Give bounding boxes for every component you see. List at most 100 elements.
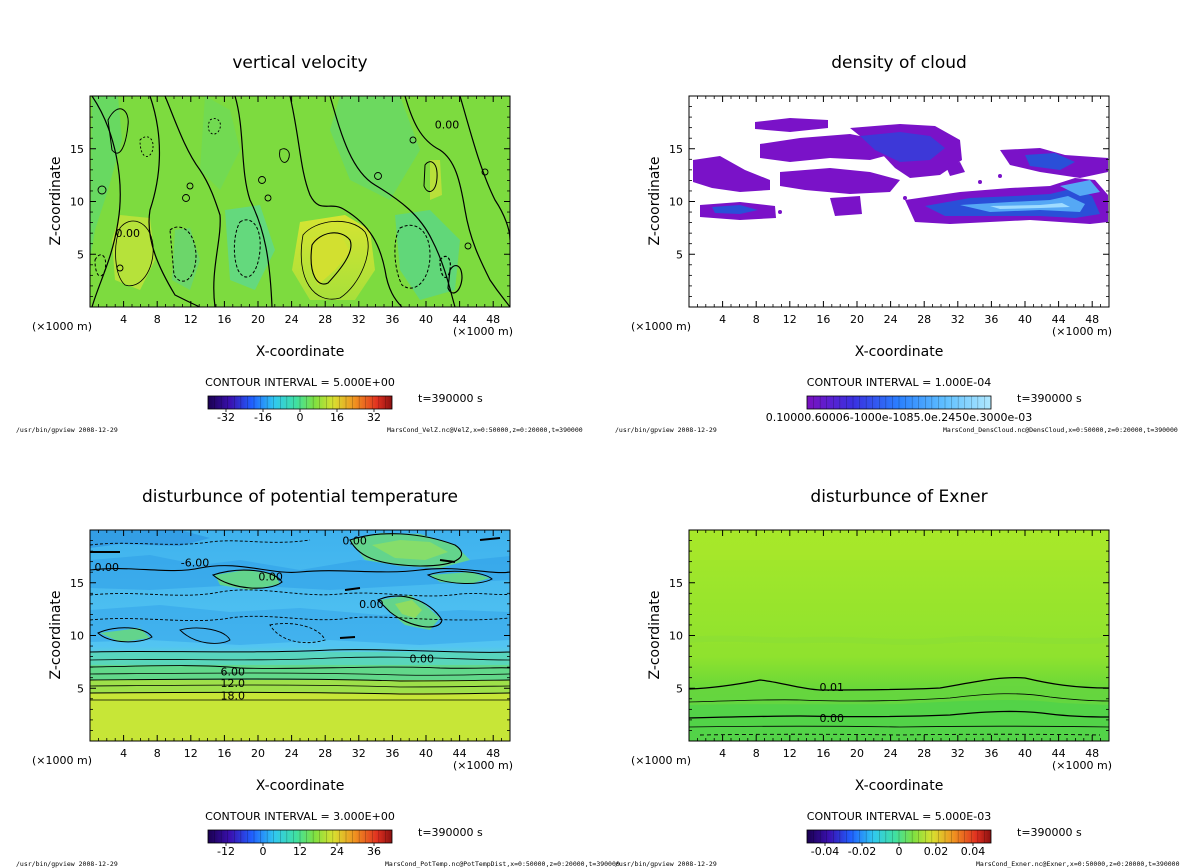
x-axis-label: X-coordinate xyxy=(256,344,345,360)
y-tick-label: 5 xyxy=(77,682,84,695)
colorbar-tick-label: 0.02 xyxy=(924,845,949,858)
contour-label: -6.00 xyxy=(181,557,209,570)
footer-right: MarsCond_DensCloud.nc@DensCloud,x=0:5000… xyxy=(943,426,1178,434)
y-tick-label: 10 xyxy=(669,196,683,209)
colorbar-tick-labels: -0.04 -0.02 0 0.02 0.04 xyxy=(811,845,985,858)
x-tick-label: 28 xyxy=(318,747,332,760)
x-tick-label: 4 xyxy=(719,747,726,760)
x-unit-left: (×1000 m) xyxy=(32,754,92,767)
x-tick-label: 16 xyxy=(217,313,231,326)
x-tick-label: 12 xyxy=(184,747,198,760)
colorbar-tick-label: 0 xyxy=(260,845,267,858)
x-axis-label: X-coordinate xyxy=(855,778,944,794)
contour-label: 0.00 xyxy=(820,712,845,725)
contour-label: 0.00 xyxy=(435,118,460,131)
tick-marks xyxy=(689,96,1110,307)
colorbar-stripes xyxy=(214,830,386,846)
x-tick-label: 8 xyxy=(154,747,161,760)
chart-title: density of cloud xyxy=(831,53,967,73)
x-axis-label: X-coordinate xyxy=(256,778,345,794)
y-tick-label: 5 xyxy=(676,682,683,695)
x-tick-label: 48 xyxy=(1085,313,1099,326)
y-axis-label: Z-coordinate xyxy=(48,156,64,245)
footer-left: /usr/bin/gpview 2008-12-29 xyxy=(16,860,118,868)
colorbar-tick-label: 32 xyxy=(367,411,381,424)
y-tick-label: 15 xyxy=(70,143,84,156)
panel-vertical-velocity: vertical velocity xyxy=(16,53,583,434)
colorbar-tick-label: 0 xyxy=(297,411,304,424)
x-tick-label: 48 xyxy=(486,747,500,760)
contour-label: 6.00 xyxy=(221,665,246,678)
x-tick-label: 24 xyxy=(884,747,898,760)
x-tick-label: 12 xyxy=(783,313,797,326)
x-tick-label: 8 xyxy=(753,313,760,326)
footer-left: /usr/bin/gpview 2008-12-29 xyxy=(16,426,118,434)
y-tick-label: 15 xyxy=(669,143,683,156)
x-tick-label: 20 xyxy=(251,313,265,326)
x-tick-label: 8 xyxy=(154,313,161,326)
x-unit-right: (×1000 m) xyxy=(1052,325,1112,338)
x-tick-label: 8 xyxy=(753,747,760,760)
colorbar-tick-label: -0.02 xyxy=(848,845,876,858)
x-tick-label: 32 xyxy=(352,747,366,760)
colorbar-tick-label: 36 xyxy=(367,845,381,858)
colorbar-tick-label: 16 xyxy=(330,411,344,424)
tick-marks xyxy=(90,96,511,307)
footer-left: /usr/bin/gpview 2008-12-29 xyxy=(615,860,717,868)
y-tick-label: 15 xyxy=(669,577,683,590)
time-stamp: t=390000 s xyxy=(1017,826,1082,839)
footer-left: /usr/bin/gpview 2008-12-29 xyxy=(615,426,717,434)
contour-label: 0.01 xyxy=(820,681,845,694)
x-tick-label: 24 xyxy=(285,747,299,760)
colorbar-tick-label: 0.04 xyxy=(961,845,986,858)
x-tick-label: 44 xyxy=(453,747,467,760)
x-tick-label: 16 xyxy=(217,747,231,760)
x-tick-label: 44 xyxy=(1052,313,1066,326)
contour-label: 18.0 xyxy=(221,690,246,703)
contour-interval: CONTOUR INTERVAL = 5.000E+00 xyxy=(205,376,395,389)
contour-label: 0.00 xyxy=(410,653,435,666)
time-stamp: t=390000 s xyxy=(418,392,483,405)
colorbar-stripes xyxy=(813,396,985,409)
y-axis-label: Z-coordinate xyxy=(48,590,64,679)
y-tick-label: 10 xyxy=(70,630,84,643)
colorbar-tick-label: -12 xyxy=(217,845,235,858)
contour-interval: CONTOUR INTERVAL = 5.000E-03 xyxy=(807,810,991,823)
y-axis-label: Z-coordinate xyxy=(647,156,663,245)
x-unit-right: (×1000 m) xyxy=(453,325,513,338)
contour-interval: CONTOUR INTERVAL = 3.000E+00 xyxy=(205,810,395,823)
x-tick-label: 12 xyxy=(783,747,797,760)
contour-label: 0.00 xyxy=(342,535,367,548)
x-tick-label: 44 xyxy=(1052,747,1066,760)
y-axis-label: Z-coordinate xyxy=(647,590,663,679)
colorbar-tick-label: -0.04 xyxy=(811,845,839,858)
footer-right: MarsCond_Exner.nc@Exner,x=0:50000,z=0:20… xyxy=(976,860,1180,868)
contour-label: 0.00 xyxy=(258,570,283,583)
y-tick-label: 15 xyxy=(70,577,84,590)
panel-density-of-cloud: density of cloud 4 8 12 1 xyxy=(615,53,1178,434)
contour-label: 0.00 xyxy=(359,598,384,611)
ptemp-field xyxy=(90,530,510,741)
cloud-field xyxy=(689,96,1109,307)
x-tick-label: 4 xyxy=(719,313,726,326)
x-tick-label: 44 xyxy=(453,313,467,326)
colorbar-tick-label: 0.10000.60006-1000e-1085.0e.2450e.3000e-… xyxy=(766,411,1032,424)
x-tick-label: 40 xyxy=(419,313,433,326)
panel-exner: disturbunce of Exner 4 8 12 16 20 24 28 32 36 40 4… xyxy=(615,487,1180,868)
chart-title: disturbunce of potential temperature xyxy=(142,487,458,507)
colorbar-tick-labels: 0.10000.60006-1000e-1085.0e.2450e.3000e-… xyxy=(766,411,1032,424)
x-tick-label: 4 xyxy=(120,747,127,760)
colorbar-tick-label: -16 xyxy=(254,411,272,424)
y-tick-label: 5 xyxy=(676,248,683,261)
x-tick-label: 4 xyxy=(120,313,127,326)
x-tick-label: 20 xyxy=(850,747,864,760)
tick-marks xyxy=(90,530,511,741)
colorbar-stripes xyxy=(813,830,985,846)
x-unit-left: (×1000 m) xyxy=(631,320,691,333)
x-tick-label: 16 xyxy=(816,747,830,760)
x-tick-label: 48 xyxy=(1085,747,1099,760)
